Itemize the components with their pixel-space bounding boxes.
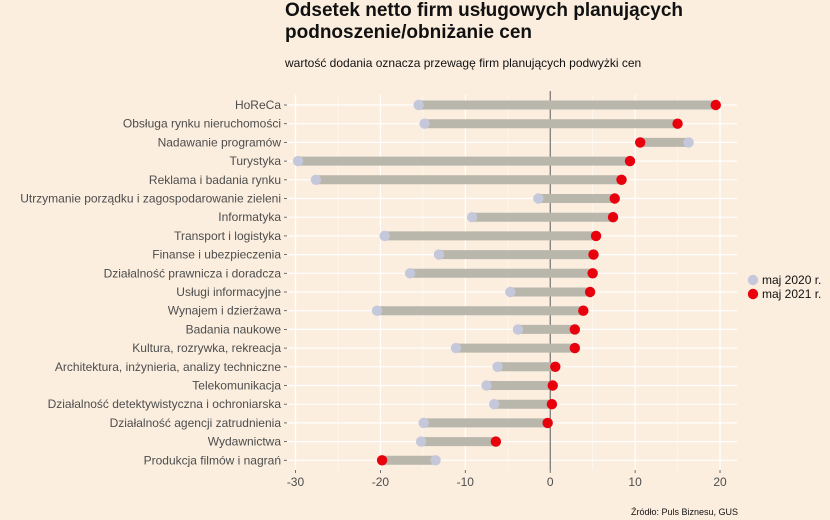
point-2020 (404, 268, 416, 279)
category-label: Finanse i ubezpieczenia (152, 248, 281, 262)
point-2021 (569, 324, 581, 335)
category-label: Wynajem i dzierżawa (168, 304, 282, 318)
point-2021 (376, 455, 388, 466)
point-2021 (710, 99, 721, 111)
category-label: Działalność prawnicza i doradcza (104, 266, 282, 280)
legend-key (747, 288, 759, 300)
x-tick-label: 10 (628, 475, 642, 489)
point-2021 (584, 286, 596, 298)
point-2021 (609, 193, 620, 204)
point-2021 (588, 249, 599, 260)
point-2020 (433, 249, 445, 260)
chart-caption: Źródło: Puls Biznesu, GUS (630, 507, 738, 517)
category-label: Badania naukowe (186, 322, 282, 336)
point-2021 (490, 436, 502, 447)
point-2021 (635, 137, 646, 148)
x-tick-label: 0 (547, 475, 554, 489)
x-tick-label: -10 (457, 475, 475, 489)
category-label: Działalność detektywistyczna i ochroniar… (48, 397, 282, 411)
point-2020 (450, 342, 462, 354)
x-tick-label: -30 (287, 475, 305, 489)
point-2020 (492, 361, 503, 372)
point-2021 (547, 380, 558, 391)
point-2021 (590, 230, 602, 242)
point-2020 (379, 230, 390, 242)
legend-key (747, 274, 759, 286)
point-2021 (607, 212, 619, 223)
point-2020 (415, 436, 427, 447)
point-2021 (546, 399, 558, 410)
category-label: Kultura, rozrywka, rekreacja (132, 341, 281, 355)
x-tick-label: -20 (372, 475, 390, 489)
point-2020 (292, 155, 304, 167)
point-2021 (569, 342, 581, 354)
point-2021 (672, 118, 683, 129)
legend-label: maj 2021 r. (762, 287, 821, 301)
point-2020 (419, 118, 430, 129)
category-label: Architektura, inżynieria, analizy techni… (55, 360, 281, 374)
category-label: Reklama i badania rynku (149, 173, 281, 187)
point-2020 (512, 324, 524, 335)
point-2020 (371, 305, 383, 316)
category-label: Wydawnictwa (208, 435, 282, 449)
point-2020 (413, 99, 424, 111)
category-label: Turystyka (229, 154, 281, 168)
category-label: Działalność agencji zatrudnienia (110, 416, 282, 430)
category-label: Utrzymanie porządku i zagospodarowanie z… (20, 192, 281, 206)
category-label: Nadawanie programów (158, 135, 282, 149)
point-2021 (542, 417, 553, 429)
category-label: HoReCa (235, 98, 281, 112)
chart-subtitle: wartość dodania oznacza przewagę firm pl… (285, 56, 642, 70)
point-2020 (481, 380, 492, 391)
category-label: Telekomunikacja (192, 379, 281, 393)
legend-label: maj 2020 r. (762, 273, 821, 287)
point-2021 (550, 361, 561, 372)
point-2020 (430, 455, 441, 466)
point-2020 (683, 137, 694, 148)
point-2020 (533, 193, 544, 204)
point-2020 (418, 417, 429, 429)
point-2021 (578, 305, 589, 316)
category-label: Obsługa rynku nieruchomości (123, 117, 281, 131)
category-label: Usługi informacyjne (176, 285, 281, 299)
point-2020 (310, 174, 322, 185)
point-2021 (616, 174, 627, 185)
point-2020 (488, 399, 500, 410)
x-tick-label: 20 (713, 475, 727, 489)
point-2021 (587, 268, 598, 279)
point-2021 (624, 155, 636, 167)
chart-title: Odsetek netto firm usługowych planującyc… (285, 0, 684, 43)
point-2020 (505, 286, 516, 298)
category-label: Transport i logistyka (174, 229, 281, 243)
category-label: Informatyka (218, 210, 281, 224)
category-label: Produkcja filmów i nagrań (144, 453, 281, 467)
point-2020 (466, 212, 478, 223)
